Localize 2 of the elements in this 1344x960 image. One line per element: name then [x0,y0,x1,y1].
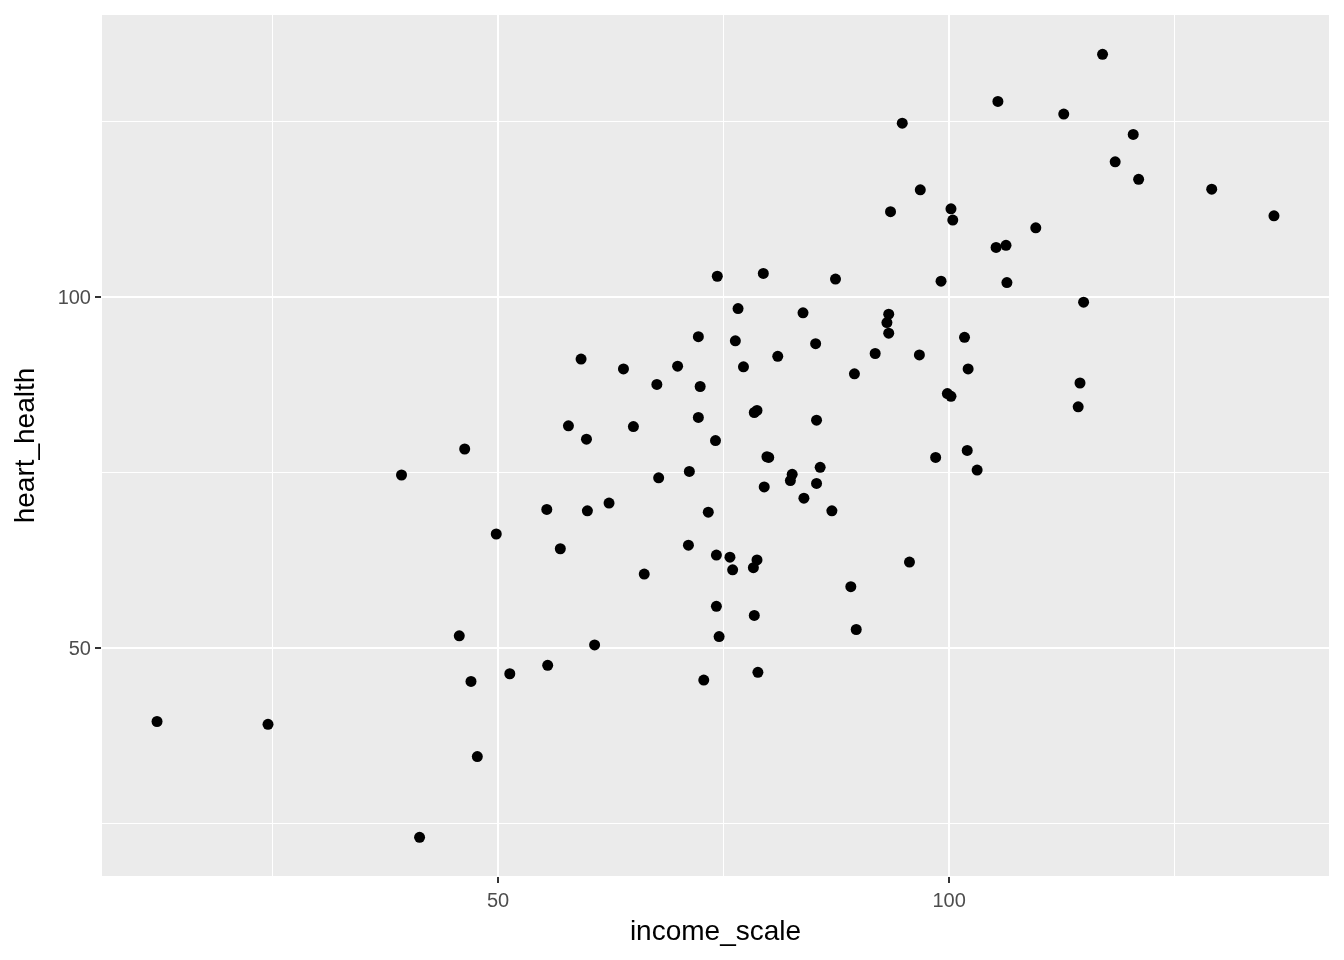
x-axis-title: income_scale [629,915,802,947]
y-axis-title: heart_health [9,367,41,524]
